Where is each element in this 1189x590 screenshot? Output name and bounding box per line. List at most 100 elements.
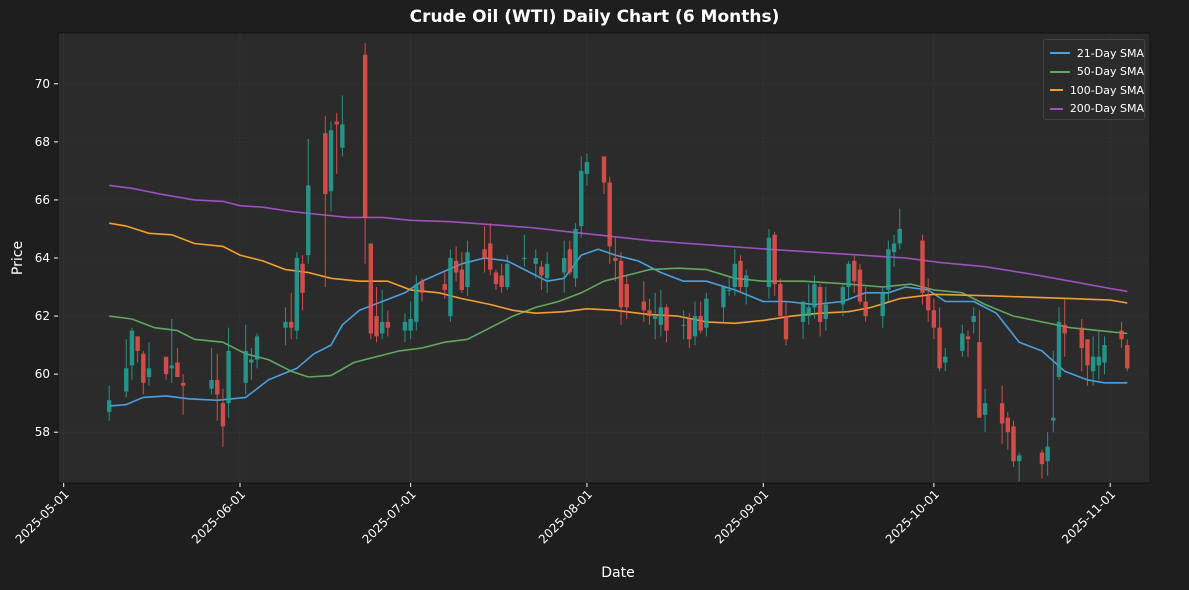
candle (977, 310, 982, 418)
candle (857, 263, 863, 305)
candle (647, 298, 652, 325)
candle (817, 284, 823, 337)
candle (368, 243, 374, 340)
candle (124, 339, 129, 398)
candle (533, 249, 538, 279)
candle (340, 95, 345, 157)
candle (1125, 339, 1130, 372)
y-tick-label: 64 (35, 251, 50, 265)
candle (965, 330, 971, 357)
x-tick-label: 2025-11-01 (1059, 487, 1118, 546)
candle (960, 324, 965, 357)
candle (453, 246, 459, 282)
candle (891, 234, 897, 267)
candle (886, 240, 891, 302)
candle (544, 252, 550, 293)
candle (579, 156, 584, 238)
candle (937, 307, 942, 372)
y-tick-label: 58 (35, 425, 50, 439)
x-tick-label: 2025-06-01 (189, 487, 248, 546)
legend-swatch-icon (1050, 70, 1070, 73)
candle (613, 237, 618, 282)
chart-title: Crude Oil (WTI) Daily Chart (6 Months) (409, 7, 780, 27)
candle (1079, 318, 1084, 372)
candle (778, 278, 783, 319)
candle (573, 223, 578, 288)
candle (925, 278, 931, 322)
candle (732, 249, 738, 296)
candle (243, 324, 248, 395)
candle (180, 374, 186, 415)
candle (852, 255, 857, 293)
candle (522, 234, 527, 267)
candle (772, 231, 777, 296)
candle (1056, 307, 1062, 380)
legend: 21-Day SMA 50-Day SMA 100-Day SMA 200-Day S… (1043, 39, 1145, 120)
candle (539, 260, 544, 290)
candle (482, 226, 487, 273)
candle (863, 287, 868, 322)
legend-label: 50-Day SMA (1076, 65, 1144, 79)
candle (220, 388, 226, 447)
candle (607, 176, 612, 264)
candle (493, 269, 499, 290)
candle (800, 301, 806, 340)
legend-item: 21-Day SMA (1050, 44, 1144, 63)
sma-line-100 (109, 222, 1128, 325)
candle (658, 289, 664, 337)
candle (726, 278, 732, 296)
candle (812, 275, 817, 319)
y-tick-label: 62 (35, 309, 50, 323)
candle (681, 310, 686, 340)
y-tick-label: 70 (35, 77, 50, 91)
candle (448, 249, 453, 322)
candle (215, 353, 220, 421)
legend-swatch-icon (1050, 107, 1063, 110)
candle (999, 385, 1005, 444)
candle (408, 301, 413, 340)
candle (169, 318, 174, 383)
candle (1090, 336, 1096, 386)
sma-line-21 (109, 248, 1128, 407)
candle (1062, 298, 1067, 357)
candle (1005, 411, 1011, 450)
candle (1039, 449, 1045, 479)
candle (982, 388, 988, 433)
candle (1119, 321, 1124, 348)
legend-swatch-icon (1050, 52, 1070, 55)
candle (459, 252, 465, 293)
candle (294, 252, 300, 340)
candle (601, 156, 607, 195)
candle (175, 348, 180, 378)
y-axis: 58 60 62 64 66 68 70 (35, 77, 58, 439)
candle (1016, 452, 1022, 482)
candle (698, 301, 703, 334)
candle (1102, 336, 1107, 375)
candle (624, 275, 629, 319)
candle (1096, 330, 1102, 380)
y-axis-label: Price (10, 241, 26, 275)
candle (840, 284, 846, 317)
candle (163, 356, 169, 380)
candle (328, 121, 334, 212)
x-tick-label: 2025-08-01 (536, 487, 595, 546)
candle (806, 284, 811, 325)
x-axis-label: Date (601, 565, 634, 581)
legend-item: 200-Day SMA (1050, 100, 1144, 119)
candle (505, 255, 510, 290)
x-axis: 2025-05-01 2025-06-01 2025-07-01 2025-08-01… (13, 483, 1118, 546)
y-tick-label: 68 (35, 135, 50, 149)
candle (419, 278, 425, 302)
candle (766, 228, 772, 299)
candle (300, 255, 305, 311)
candle (374, 287, 379, 343)
candle (334, 112, 339, 174)
candle (135, 336, 140, 363)
candle (414, 275, 419, 331)
legend-swatch-icon (1050, 89, 1063, 92)
candle (1011, 420, 1016, 468)
candle (971, 307, 976, 334)
candle (920, 234, 925, 305)
candle (146, 342, 152, 386)
